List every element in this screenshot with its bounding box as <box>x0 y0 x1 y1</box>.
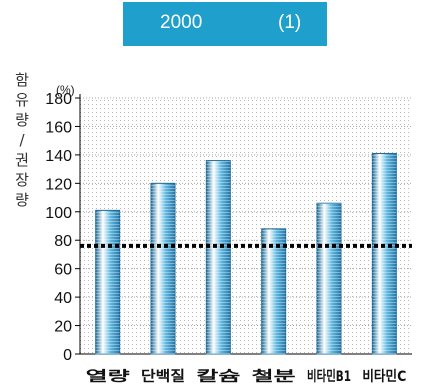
y-tick-label: 60 <box>54 262 72 279</box>
bars <box>95 152 397 355</box>
x-tick-label: 단백질 <box>141 368 185 385</box>
x-axis: 열량 단백질 칼슘 철분 비타민B1 비타민C <box>86 368 407 385</box>
bar-texture <box>95 210 120 354</box>
y-tick-label: 0 <box>63 347 72 364</box>
plot-background <box>80 98 412 354</box>
y-tick-label: 100 <box>45 205 72 222</box>
bar-texture <box>206 160 231 354</box>
bar-texture <box>261 228 286 354</box>
y-axis-title: 함 유 량 / 권 장 량 <box>15 71 29 209</box>
y-tick-label: 120 <box>45 176 72 193</box>
x-tick-label: 비타민C <box>362 368 406 385</box>
y-axis: 0 20 40 60 80 100 120 140 160 180 <box>45 91 412 364</box>
bar-texture <box>151 183 175 354</box>
y-unit-label: (%) <box>56 83 75 97</box>
bar-texture <box>317 203 341 354</box>
y-tick-label: 180 <box>45 91 72 108</box>
x-tick-label: 철분 <box>252 369 296 385</box>
y-tick-label: 140 <box>45 148 72 165</box>
header-year: 2000 <box>160 12 203 33</box>
x-tick-label: 열량 <box>86 368 130 385</box>
y-tick-label: 40 <box>54 290 72 307</box>
chart-header: 2000 (1) <box>123 2 327 46</box>
y-tick-label: 160 <box>45 119 72 136</box>
y-tick-label: 80 <box>54 233 72 250</box>
y-axis-label: 함 유 량 / 권 장 량 <box>15 71 29 209</box>
x-tick-label: 비타민B1 <box>307 368 351 385</box>
x-tick-label: 칼슘 <box>196 369 240 385</box>
header-index: (1) <box>278 12 302 33</box>
bar-texture <box>372 153 397 354</box>
y-tick-label: 20 <box>54 319 72 336</box>
